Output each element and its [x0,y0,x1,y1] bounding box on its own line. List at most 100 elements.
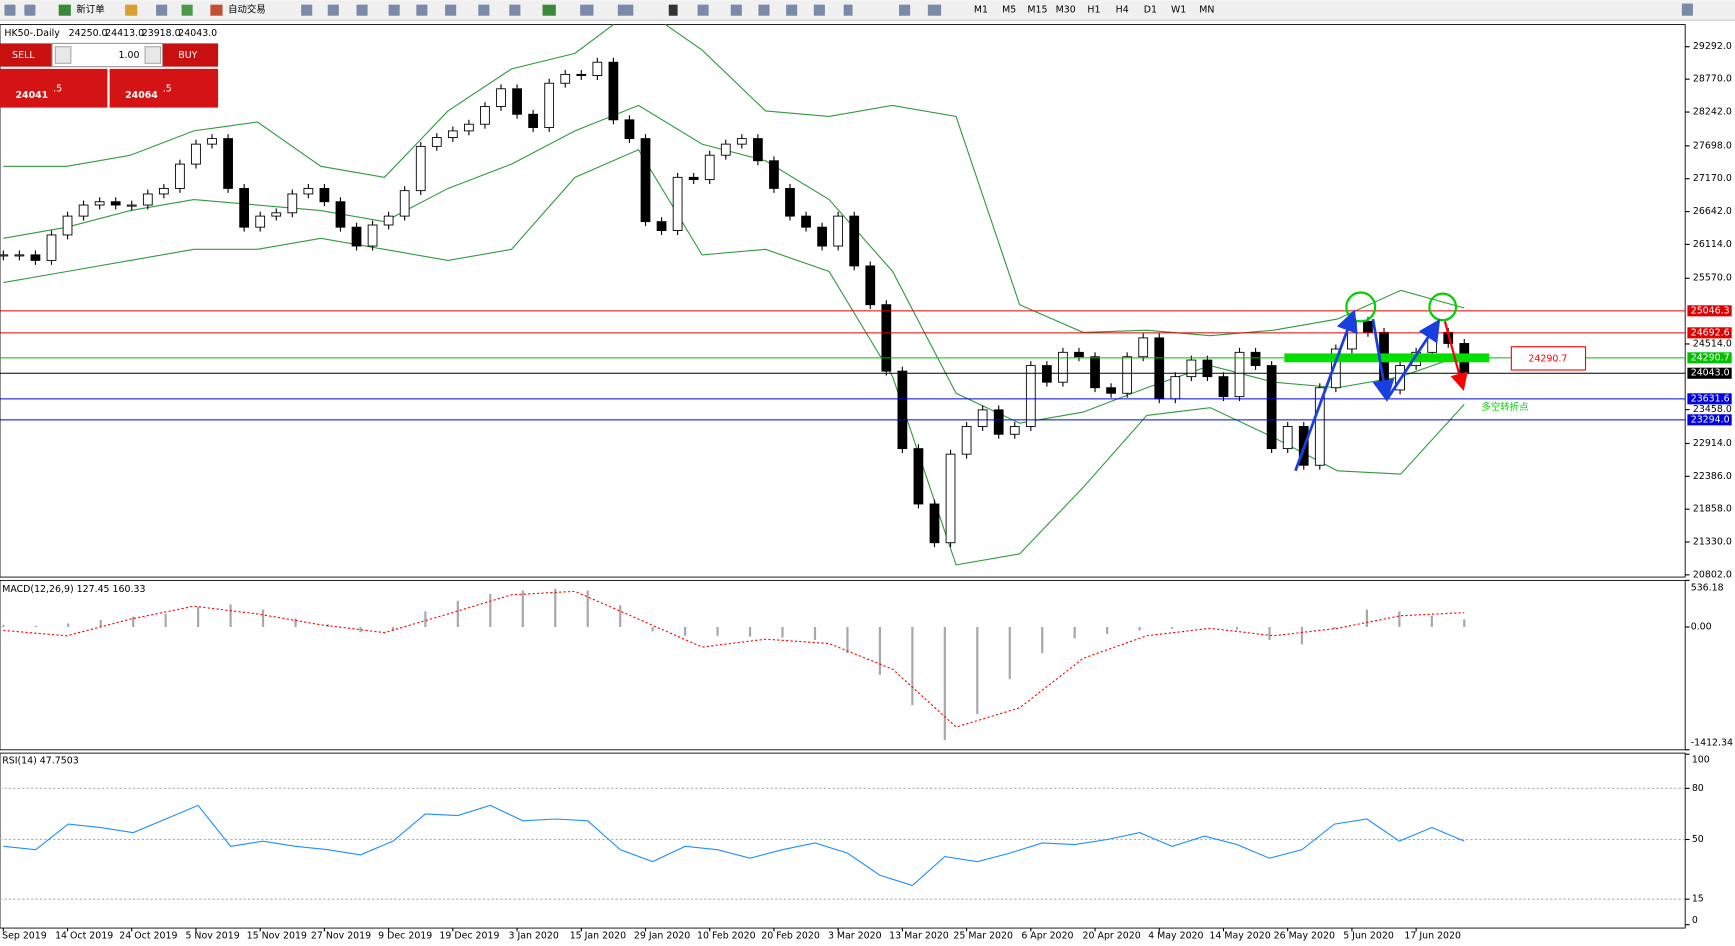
buy-price[interactable] [109,68,219,108]
chart-title: HK50-.Daily [4,28,60,39]
x-tick-label: 4 May 2020 [1148,930,1203,941]
candle [576,73,587,76]
x-tick-label: 20 Apr 2020 [1083,930,1141,941]
arrow [1371,318,1395,403]
candle [62,215,73,236]
level-tag [1687,327,1732,339]
x-tick-label: 25 Mar 2020 [953,930,1013,941]
timeframe-button[interactable]: W1 [1171,5,1186,16]
candle [1282,426,1293,450]
candle [1074,351,1084,358]
timeframe-button[interactable]: M1 [974,5,988,16]
y-tick-label: 100 [1692,754,1710,765]
candle [496,88,506,107]
rsi-title: RSI(14) 47.7503 [2,755,78,766]
x-tick-label: 26 May 2020 [1274,930,1335,941]
buy-button[interactable] [162,43,219,67]
candle [801,215,811,228]
candle [1330,348,1341,389]
candle [977,409,988,427]
y-tick-label: 29292.0 [1693,41,1732,52]
candle [175,163,185,189]
sell-button[interactable] [0,43,53,67]
candle [945,453,956,544]
y-tick-label: 24514.0 [1693,338,1732,349]
buy-price-main: 24064 [125,90,158,101]
candle [351,226,362,247]
candle [769,160,779,189]
y-tick-label: 50 [1692,834,1704,845]
candle [223,138,233,189]
y-tick-label: 27698.0 [1693,140,1732,151]
level-tag [1687,352,1732,364]
macd-signal [3,590,1465,728]
candle [512,88,522,115]
x-tick-label: 9 Dec 2019 [378,930,432,941]
candle [720,143,731,156]
annotation-note: 多空转折点 [1481,401,1528,413]
candle [881,304,892,372]
x-tick-label: 5 Nov 2019 [185,930,239,941]
candle [1170,376,1181,400]
circle-marker [1428,292,1458,322]
toolbar-auto-trading[interactable]: 自动交易 [228,4,266,16]
level-label: 24043.0 [1691,368,1730,379]
toolbar-new-order[interactable]: 新订单 [76,4,104,16]
candle [14,254,25,257]
candle [1025,365,1036,427]
candle [993,409,1004,435]
candle [94,201,105,206]
timeframe-button[interactable]: MN [1199,5,1214,16]
timeframe-button[interactable]: M5 [1002,5,1016,16]
candle [367,224,378,247]
level-tag [1687,367,1732,379]
x-tick-label: 24 Oct 2019 [119,930,177,941]
quote-low: 23918.0 [142,28,181,39]
level-tag [1687,414,1732,426]
candle [672,176,683,231]
candle [271,212,282,217]
level-tag [1687,305,1732,317]
candle [608,61,619,121]
arrow [1386,318,1441,400]
candle [1009,426,1020,435]
x-tick-label: 29 Jan 2020 [634,930,690,941]
timeframe-button[interactable]: H1 [1087,5,1100,16]
y-tick-label: 25570.0 [1693,273,1732,284]
x-tick-label: 20 Feb 2020 [761,930,820,941]
y-tick-label: 26114.0 [1693,239,1732,250]
candle [736,138,747,145]
level-label: 24692.6 [1691,327,1730,338]
candle [30,254,41,261]
sell-label: SELL [12,50,35,61]
candle [897,370,908,450]
timeframe-button[interactable]: M30 [1056,5,1076,16]
candle [849,215,860,267]
sell-price[interactable] [0,68,108,108]
candle [191,143,201,165]
candle [142,193,153,206]
y-tick-label: 23458.0 [1693,404,1732,415]
candle [207,138,217,145]
candle [335,201,346,228]
candle [110,201,121,206]
support-bar [1284,353,1490,363]
timeframe-button[interactable]: D1 [1144,5,1157,16]
candle [592,61,603,76]
timeframe-button[interactable]: M15 [1027,5,1047,16]
y-tick-label: 22386.0 [1693,471,1732,482]
buy-price-fraction: .5 [163,83,172,94]
y-tick-label: 21858.0 [1693,504,1732,515]
macd-panel [0,579,1686,751]
x-tick-label: 10 Feb 2020 [697,930,756,941]
timeframe-button[interactable]: H4 [1116,5,1129,16]
quote-high: 24413.0 [105,28,144,39]
x-tick-label: 19 Dec 2019 [439,930,499,941]
x-tick-label: 5 Jun 2020 [1343,930,1394,941]
candle [817,226,827,247]
toolbar [0,0,1735,21]
price-panel [0,24,1686,578]
bollinger-band [3,24,1465,337]
x-tick-label: 13 Mar 2020 [889,930,949,941]
